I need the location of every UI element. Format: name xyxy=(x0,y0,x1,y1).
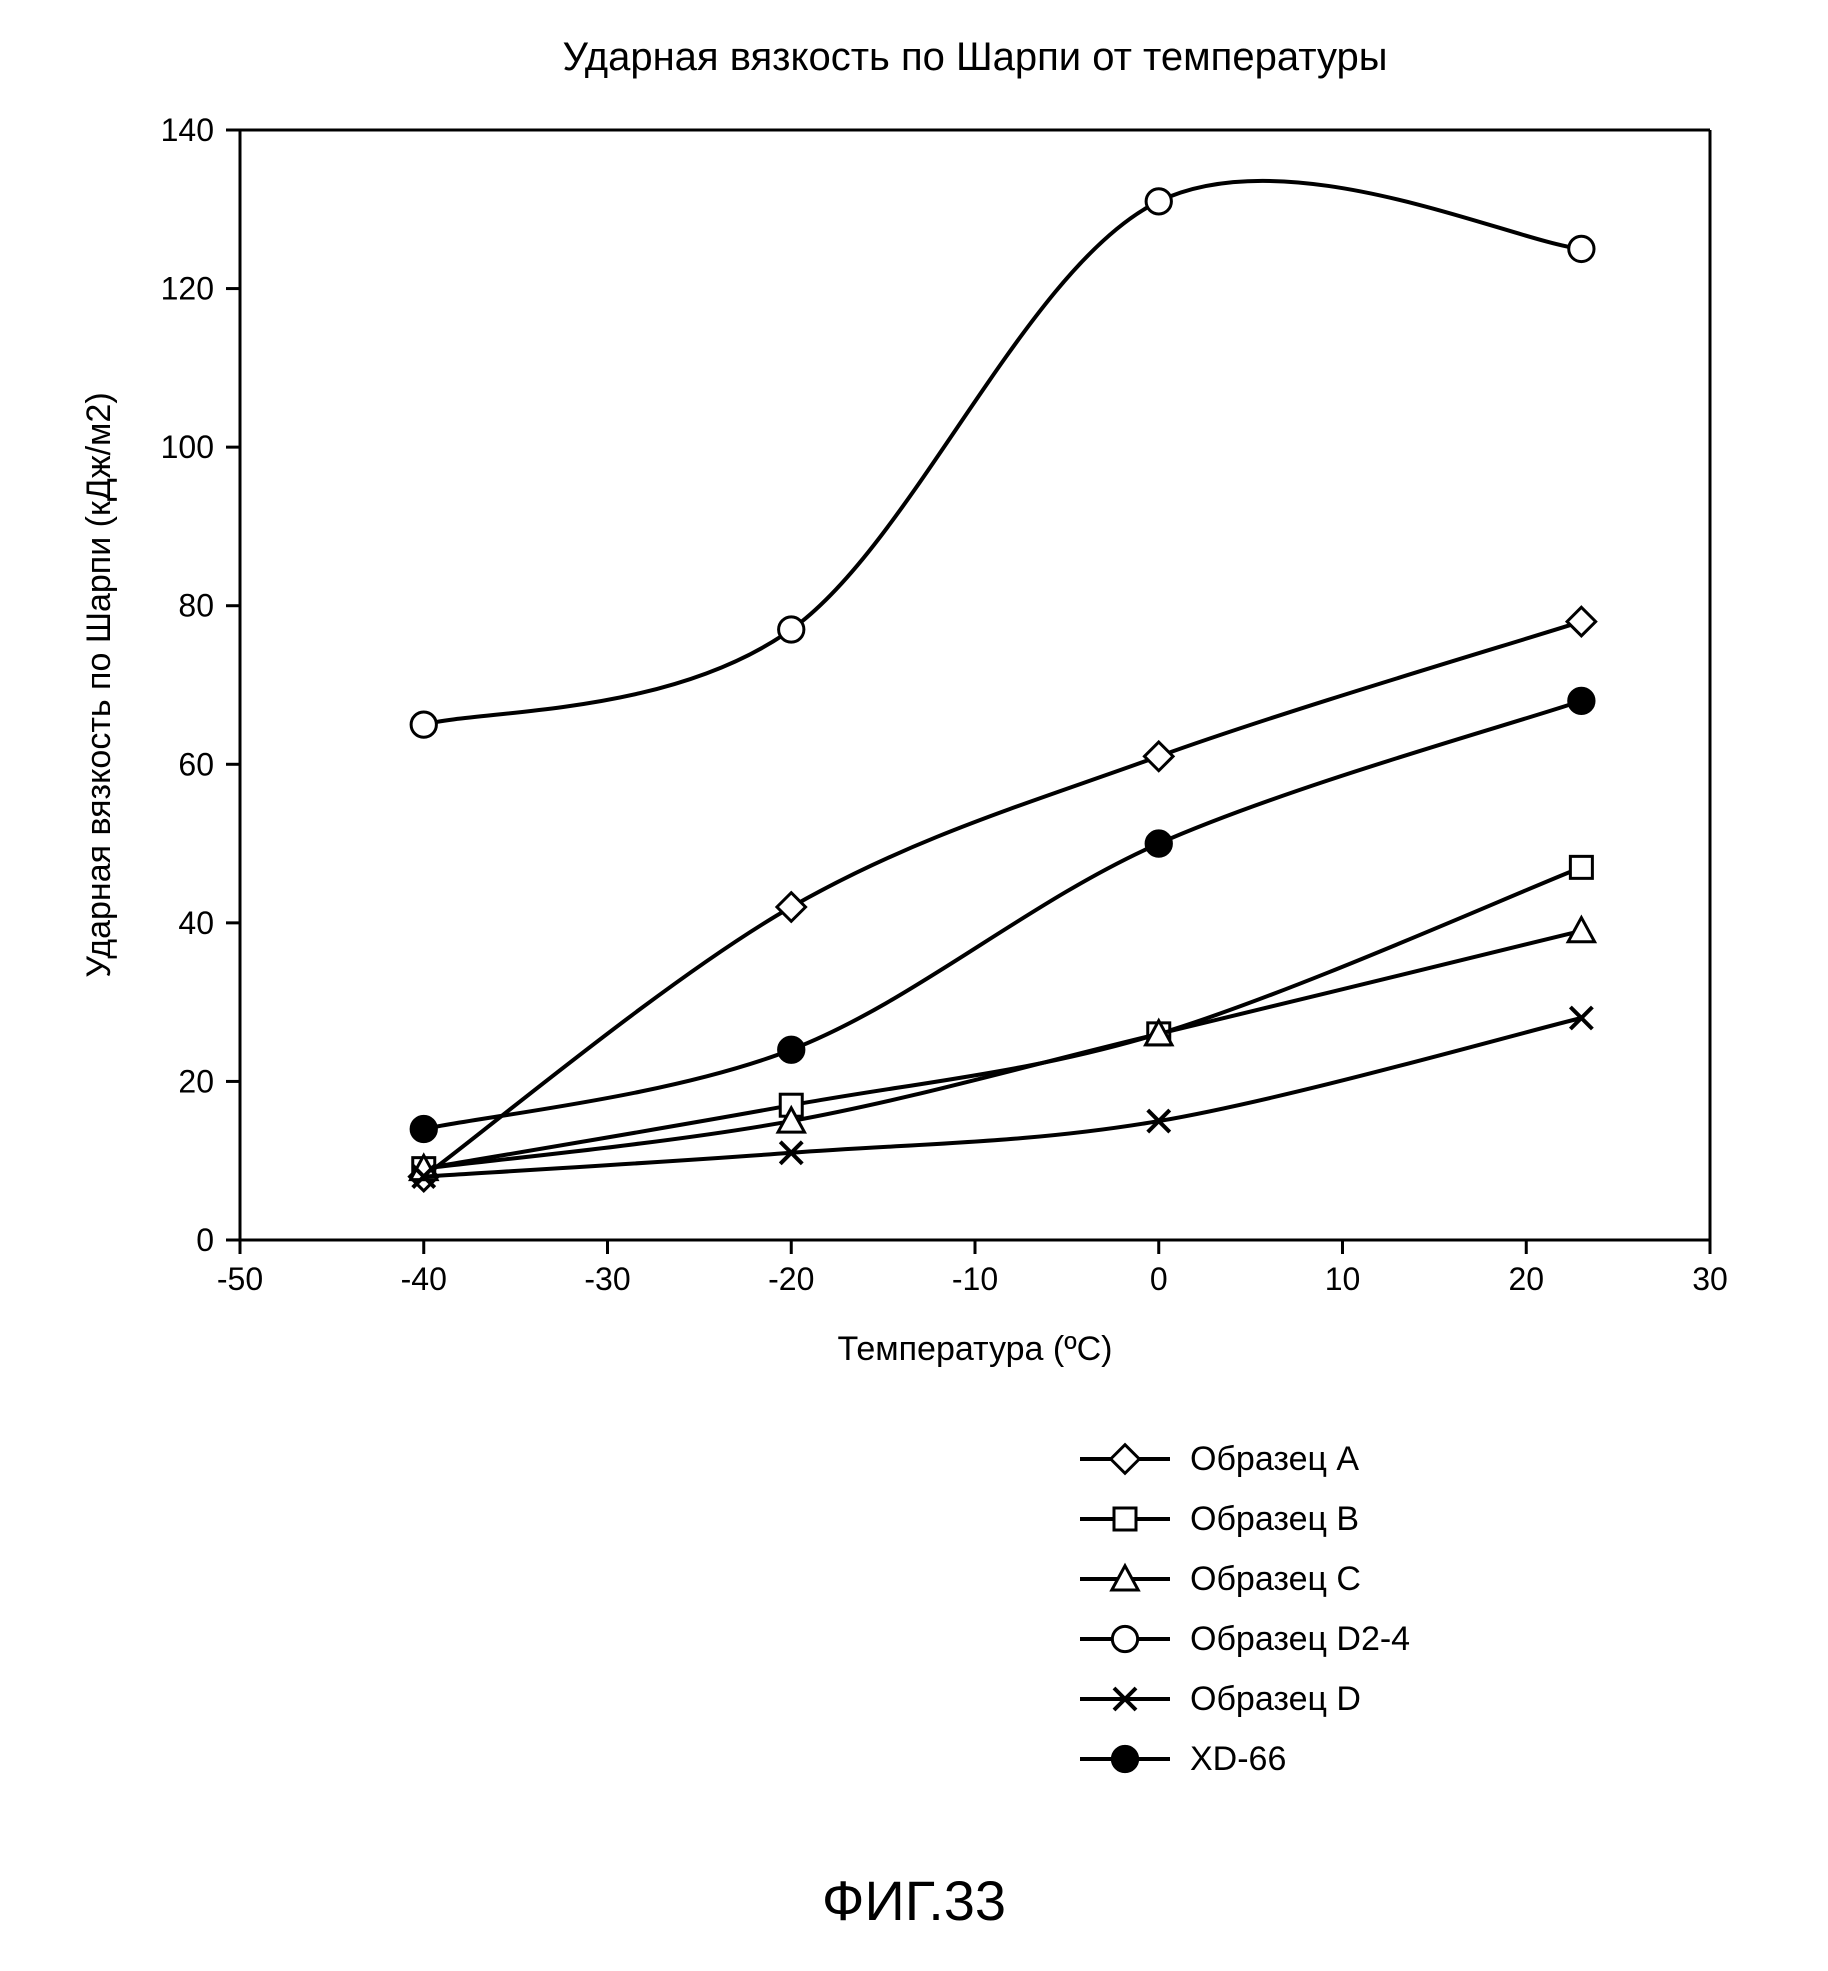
x-tick-label: 10 xyxy=(1325,1261,1361,1297)
x-tick-label: -10 xyxy=(952,1261,998,1297)
legend-marker-XD66 xyxy=(1112,1746,1137,1771)
chart-title: Ударная вязкость по Шарпи от температуры xyxy=(562,35,1387,79)
legend: Образец A Образец B Образец C Образец D2-4 О… xyxy=(1080,1440,1410,1778)
marker-D24 xyxy=(779,617,804,642)
y-tick-label: 80 xyxy=(178,588,214,624)
y-tick-label: 120 xyxy=(161,271,214,307)
x-tick-label: -40 xyxy=(401,1261,447,1297)
x-tick-label: 20 xyxy=(1508,1261,1544,1297)
marker-B xyxy=(1570,856,1592,878)
legend-marker-D24 xyxy=(1112,1626,1137,1651)
x-tick-label: 30 xyxy=(1692,1261,1728,1297)
legend-label: Образец A xyxy=(1190,1440,1359,1478)
x-tick-label: -20 xyxy=(768,1261,814,1297)
y-tick-label: 0 xyxy=(196,1222,214,1258)
series-line xyxy=(424,181,1582,725)
marker-D24 xyxy=(1146,189,1171,214)
series-D xyxy=(413,1007,1593,1188)
y-tick-label: 100 xyxy=(161,429,214,465)
y-tick-label: 40 xyxy=(178,905,214,941)
figure-container: Ударная вязкость по Шарпи от температуры… xyxy=(0,0,1828,1971)
marker-A xyxy=(1144,742,1173,771)
x-tick-label: 0 xyxy=(1150,1261,1168,1297)
y-axis-label: Ударная вязкость по Шарпи (кДж/м2) xyxy=(80,392,118,977)
marker-XD66 xyxy=(1146,831,1171,856)
x-tick-label: -30 xyxy=(584,1261,630,1297)
chart-svg: Ударная вязкость по Шарпи от температуры… xyxy=(0,0,1828,1971)
legend-label: Образец C xyxy=(1190,1560,1361,1598)
marker-A xyxy=(1567,607,1596,636)
legend-marker-A xyxy=(1111,1445,1140,1474)
series-B xyxy=(413,856,1593,1179)
legend-label: Образец B xyxy=(1190,1500,1359,1538)
y-tick-label: 20 xyxy=(178,1063,214,1099)
x-axis-label: Температура (ºС) xyxy=(838,1330,1113,1368)
series-line xyxy=(424,931,1582,1169)
x-tick-label: -50 xyxy=(217,1261,263,1297)
legend-label: Образец D xyxy=(1190,1680,1361,1718)
series-line xyxy=(424,867,1582,1168)
series-D24 xyxy=(411,181,1594,737)
marker-XD66 xyxy=(411,1116,436,1141)
marker-XD66 xyxy=(1569,688,1594,713)
y-tick-label: 60 xyxy=(178,746,214,782)
marker-A xyxy=(777,893,806,922)
figure-label: ФИГ.33 xyxy=(822,1869,1006,1932)
marker-D24 xyxy=(411,712,436,737)
legend-label: Образец D2-4 xyxy=(1190,1620,1410,1658)
legend-marker-B xyxy=(1114,1508,1136,1530)
marker-XD66 xyxy=(779,1037,804,1062)
y-tick-label: 140 xyxy=(161,112,214,148)
series-line xyxy=(424,622,1582,1177)
marker-C xyxy=(1568,918,1594,942)
marker-D24 xyxy=(1569,236,1594,261)
legend-label: XD-66 xyxy=(1190,1740,1286,1778)
